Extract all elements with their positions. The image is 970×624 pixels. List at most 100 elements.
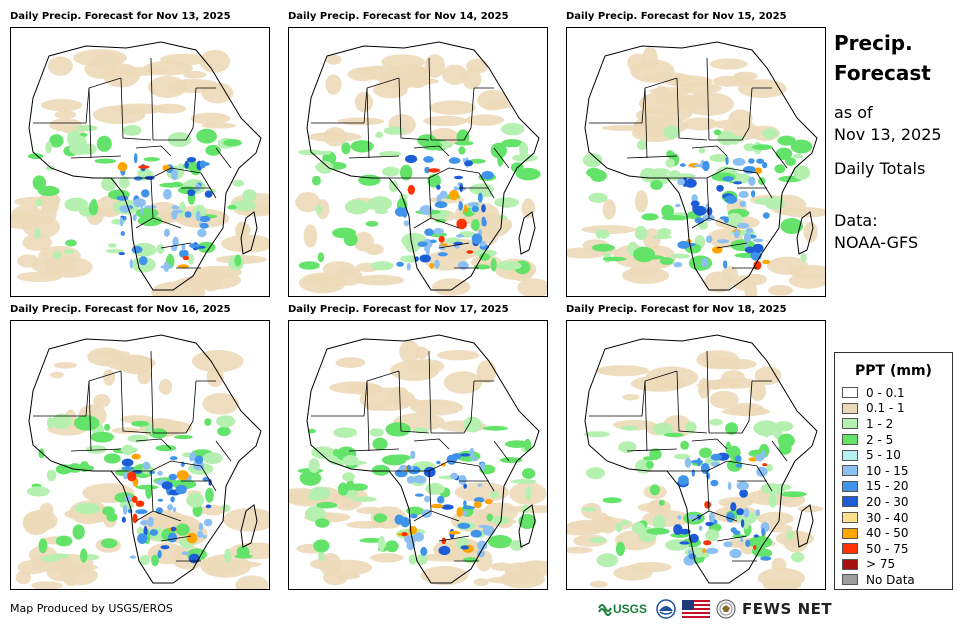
rain-cell [505, 440, 529, 448]
rain-cell [354, 274, 405, 286]
rain-cell [664, 432, 684, 438]
rain-cell [120, 231, 126, 236]
rain-cell [45, 264, 74, 272]
rain-cell [372, 437, 388, 451]
rain-cell [41, 99, 83, 112]
panel-title: Daily Precip. Forecast for Nov 17, 2025 [288, 304, 509, 315]
coastline [584, 41, 818, 291]
as-of-label: as of [834, 103, 873, 122]
rain-cell [762, 161, 768, 169]
rain-cell [479, 240, 487, 247]
rain-cell [511, 479, 537, 484]
rain-cell [756, 548, 773, 558]
country-border [398, 77, 430, 141]
rain-cell [479, 253, 491, 261]
rain-cell [602, 199, 616, 220]
rain-cell [698, 147, 706, 154]
country-border [428, 57, 432, 141]
rain-cell [189, 243, 198, 249]
rain-cell [406, 464, 411, 472]
rain-cell [187, 189, 196, 197]
rain-cell [156, 243, 165, 254]
rain-cell [736, 481, 749, 491]
rain-cell [477, 483, 482, 487]
rain-cell [646, 528, 670, 535]
rain-cell [399, 340, 420, 363]
rain-cell [479, 462, 485, 472]
rain-cell [50, 371, 64, 379]
precip-map [288, 320, 548, 590]
rain-cell [454, 175, 463, 180]
rain-cell [481, 204, 486, 213]
usgs-logo-icon: USGS [598, 602, 647, 616]
rain-cell [463, 500, 467, 507]
rain-cell [344, 199, 370, 215]
rain-cell [641, 213, 659, 221]
rain-cell [309, 558, 337, 570]
rain-cell [629, 264, 658, 279]
country-border [153, 127, 194, 141]
rain-cell [673, 173, 696, 179]
rain-cell [422, 141, 443, 151]
coastline [240, 211, 258, 255]
country-border [160, 242, 192, 249]
rain-cell [740, 519, 745, 528]
rain-cell [709, 58, 748, 70]
rain-cell [410, 513, 418, 519]
rain-cell [105, 249, 124, 254]
rain-cell [118, 354, 154, 375]
rain-cell [453, 186, 458, 191]
rain-cell [121, 458, 134, 467]
rain-cell [467, 202, 479, 207]
rain-cell [34, 228, 41, 239]
rain-cell [155, 444, 177, 452]
rain-cell [567, 523, 606, 536]
rain-cell [160, 265, 173, 269]
rain-cell [586, 167, 602, 178]
rain-cell [524, 438, 532, 452]
rain-cell [26, 486, 50, 497]
rain-cell [417, 241, 428, 247]
rain-cell [458, 474, 467, 486]
rain-cell [217, 426, 231, 437]
coastline [28, 334, 262, 584]
rain-cell [738, 190, 749, 199]
country-border [771, 147, 788, 169]
country-border [215, 147, 232, 169]
rain-cell [341, 142, 351, 155]
rain-cell [198, 522, 204, 532]
rain-cell [44, 519, 57, 529]
rain-cell [63, 249, 75, 254]
country-border [413, 438, 450, 450]
rain-cell [201, 162, 210, 166]
rain-cell [466, 250, 474, 254]
country-border [431, 420, 472, 434]
rain-cell [470, 456, 479, 462]
country-border [771, 440, 788, 462]
rain-cell [748, 535, 773, 549]
rain-cell [448, 157, 461, 164]
rain-cell [788, 272, 825, 289]
rain-cell [490, 490, 499, 499]
precip-map [566, 27, 826, 297]
rain-cell [419, 205, 433, 215]
rain-cell [774, 421, 794, 432]
rain-cell [627, 53, 649, 73]
country-border [438, 242, 470, 249]
rain-cell [732, 157, 746, 166]
rain-cell [175, 484, 187, 493]
country-border [438, 535, 470, 542]
legend-item: 15 - 20 [835, 479, 952, 495]
rain-cell [451, 453, 462, 460]
rain-cell [718, 497, 754, 508]
country-border [691, 145, 728, 157]
rain-cell [727, 481, 732, 491]
partner-logos: USGS FEWS NET [598, 598, 832, 620]
rain-cell [140, 206, 144, 216]
rain-cell [389, 64, 430, 79]
rain-cell [235, 221, 250, 241]
rain-cell [618, 441, 637, 453]
rain-cell [202, 477, 210, 482]
rain-cell [777, 433, 795, 448]
coastline [306, 334, 540, 584]
